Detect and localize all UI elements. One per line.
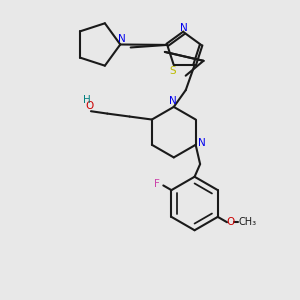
Text: H: H <box>83 95 91 105</box>
Text: O: O <box>226 217 235 227</box>
Text: N: N <box>169 96 177 106</box>
Text: F: F <box>154 179 160 189</box>
Text: N: N <box>118 34 126 44</box>
Text: S: S <box>170 66 176 76</box>
Text: CH₃: CH₃ <box>239 217 257 227</box>
Text: N: N <box>198 138 206 148</box>
Text: N: N <box>180 22 188 32</box>
Text: O: O <box>85 101 94 111</box>
